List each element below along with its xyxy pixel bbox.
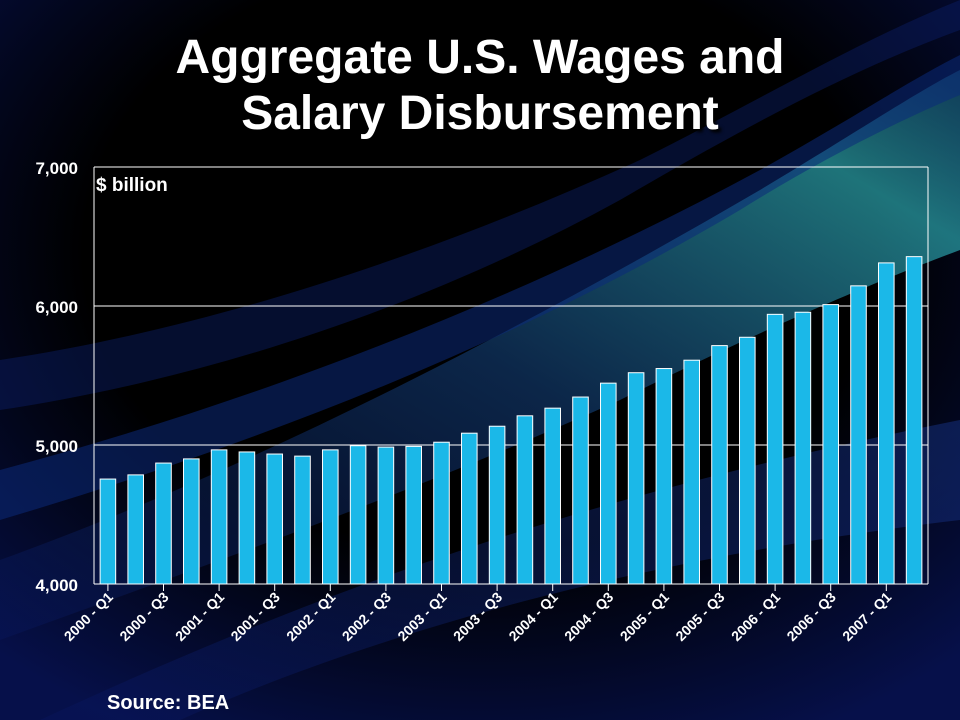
x-tick-label: 2006 - Q3 (783, 589, 838, 644)
bar-2001-q2 (238, 451, 256, 585)
x-tick-label: 2003 - Q1 (394, 589, 449, 644)
x-axis-tick-labels: 2000 - Q1 2000 - Q3 2001 - Q1 2001 - Q3 2002… (61, 584, 895, 644)
bar-2007-q1 (878, 262, 895, 585)
x-tick-label: 2003 - Q3 (450, 589, 505, 644)
x-tick-label: 2004 - Q1 (505, 589, 560, 644)
bar-2005-q2 (683, 359, 700, 585)
bar-2004-q3 (600, 382, 617, 585)
bar-2000-q1 (99, 478, 117, 585)
bar-2001-q4 (294, 455, 311, 585)
bar-2003-q1 (433, 441, 450, 585)
bar-2002-q3 (377, 446, 395, 585)
bar-2007-q2 (905, 256, 923, 585)
bar-2006-q4 (850, 285, 867, 585)
x-tick-label: 2000 - Q1 (61, 589, 116, 644)
bar-2006-q3 (822, 304, 839, 585)
bar-2001-q1 (210, 449, 228, 585)
bar-2003-q3 (488, 425, 506, 585)
title-line-2: Salary Disbursement (241, 87, 719, 140)
source-note: Source: BEA (107, 692, 230, 714)
bar-2006-q1 (766, 313, 784, 585)
x-tick-label: 2001 - Q3 (227, 589, 282, 644)
x-tick-label: 2004 - Q3 (561, 589, 616, 644)
y-tick-label: 5,000 (35, 437, 78, 456)
bar-2000-q4 (183, 458, 200, 585)
x-tick-label: 2006 - Q1 (728, 589, 783, 644)
y-tick-label: 7,000 (35, 159, 78, 178)
bar-2003-q2 (461, 432, 478, 585)
bar-2006-q2 (794, 311, 812, 585)
x-tick-label: 2002 - Q3 (339, 589, 394, 644)
bar-2001-q3 (266, 453, 283, 585)
title-line-1: Aggregate U.S. Wages and (175, 31, 785, 84)
bar-2005-q4 (739, 336, 756, 585)
bar-2005-q3 (711, 345, 728, 585)
x-tick-label: 2005 - Q1 (617, 589, 672, 644)
bar-2004-q1 (544, 407, 561, 585)
bar-2000-q2 (127, 474, 144, 585)
bar-2002-q2 (349, 445, 367, 585)
unit-label: $ billion (96, 175, 168, 196)
slide-title: Aggregate U.S. Wages and Salary Disburse… (0, 30, 960, 142)
bar-2004-q4 (627, 372, 645, 585)
x-tick-label: 2007 - Q1 (839, 589, 894, 644)
bar-2003-q4 (516, 415, 534, 585)
gridlines (93, 166, 929, 585)
bar-2004-q2 (572, 396, 589, 585)
bars (99, 256, 923, 585)
x-tick-label: 2002 - Q1 (283, 589, 338, 644)
bar-2005-q1 (655, 368, 673, 585)
x-tick-label: 2000 - Q3 (116, 589, 171, 644)
bar-2002-q4 (405, 445, 422, 585)
bar-2000-q3 (155, 462, 172, 585)
x-tick-label: 2001 - Q1 (172, 589, 227, 644)
y-tick-label: 6,000 (35, 298, 78, 317)
y-tick-label: 4,000 (35, 576, 78, 595)
bar-2002-q1 (322, 449, 339, 585)
y-axis-tick-labels: 4,000 5,000 6,000 7,000 (35, 159, 78, 595)
x-tick-label: 2005 - Q3 (672, 589, 727, 644)
